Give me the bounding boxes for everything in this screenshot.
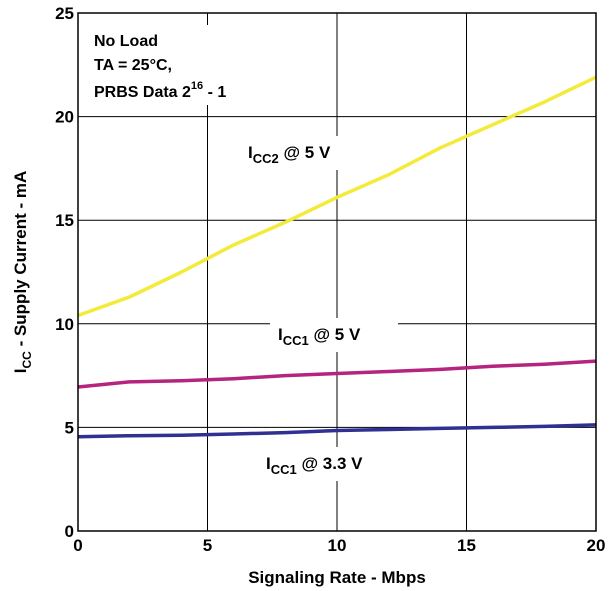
annotation-background — [86, 25, 276, 105]
series-label-icc1-5v-text: ICC1 @ 5 V — [278, 325, 361, 348]
series-label-icc1-5v-sub: CC1 — [283, 333, 309, 348]
series-label-icc1-3v3: ICC1 @ 3.3 V — [258, 447, 408, 481]
y-axis-label-main: I — [11, 369, 30, 374]
series-label-icc1-5v-background — [270, 318, 398, 352]
x-tick-label: 10 — [328, 536, 347, 555]
series-label-icc1-5v-main: I — [278, 325, 283, 344]
x-tick-label: 15 — [457, 536, 476, 555]
x-tick-label: 20 — [587, 536, 606, 555]
x-axis-label: Signaling Rate - Mbps — [248, 568, 426, 587]
series-label-icc2-5v-rest: @ 5 V — [279, 143, 331, 162]
y-tick-label: 0 — [65, 522, 74, 541]
annotation-exponent: 16 — [191, 80, 203, 92]
series-line-1 — [77, 359, 597, 389]
series-lines — [77, 75, 597, 439]
conditions-annotation: No Load TA = 25°C, PRBS Data 216 - 1 — [86, 25, 276, 105]
series-label-icc2-5v-main: I — [248, 143, 253, 162]
y-axis-label-rest: - Supply Current - mA — [11, 171, 30, 351]
annotation-line-1: No Load — [94, 33, 158, 50]
annotation-line-3-end: - 1 — [203, 84, 226, 101]
y-tick-labels: 0 5 10 15 20 25 — [55, 4, 74, 541]
y-tick-label: 10 — [55, 315, 74, 334]
y-axis-label: ICC - Supply Current - mA — [11, 171, 34, 373]
series-label-icc2-5v-background — [240, 136, 370, 170]
series-label-icc1-3v3-sub: CC1 — [271, 462, 297, 477]
x-tick-label: 5 — [203, 536, 212, 555]
y-tick-label: 25 — [55, 4, 74, 23]
annotation-line-3-main: PRBS Data 2 — [94, 84, 191, 101]
y-axis-label-sub: CC — [20, 351, 34, 369]
annotation-line-2: TA = 25°C, — [94, 57, 172, 74]
series-label-icc1-5v: ICC1 @ 5 V — [270, 318, 398, 352]
plot-frame — [77, 12, 597, 532]
x-tick-labels: 0 5 10 15 20 — [73, 536, 605, 555]
series-line-2 — [77, 423, 597, 439]
series-label-icc1-3v3-text: ICC1 @ 3.3 V — [266, 454, 363, 477]
series-label-icc2-5v: ICC2 @ 5 V — [240, 136, 370, 170]
annotation-line-3: PRBS Data 216 - 1 — [94, 80, 226, 101]
series-label-icc1-3v3-background — [258, 447, 408, 481]
series-line-0 — [77, 75, 597, 318]
y-tick-label: 15 — [55, 211, 74, 230]
series-label-icc1-3v3-main: I — [266, 454, 271, 473]
series-label-icc2-5v-sub: CC2 — [253, 151, 279, 166]
series-label-icc1-5v-rest: @ 5 V — [309, 325, 361, 344]
series-label-icc1-3v3-rest: @ 3.3 V — [297, 454, 363, 473]
y-tick-label: 20 — [55, 108, 74, 127]
series-label-icc2-5v-text: ICC2 @ 5 V — [248, 143, 331, 166]
x-tick-label: 0 — [73, 536, 82, 555]
y-tick-label: 5 — [65, 418, 74, 437]
